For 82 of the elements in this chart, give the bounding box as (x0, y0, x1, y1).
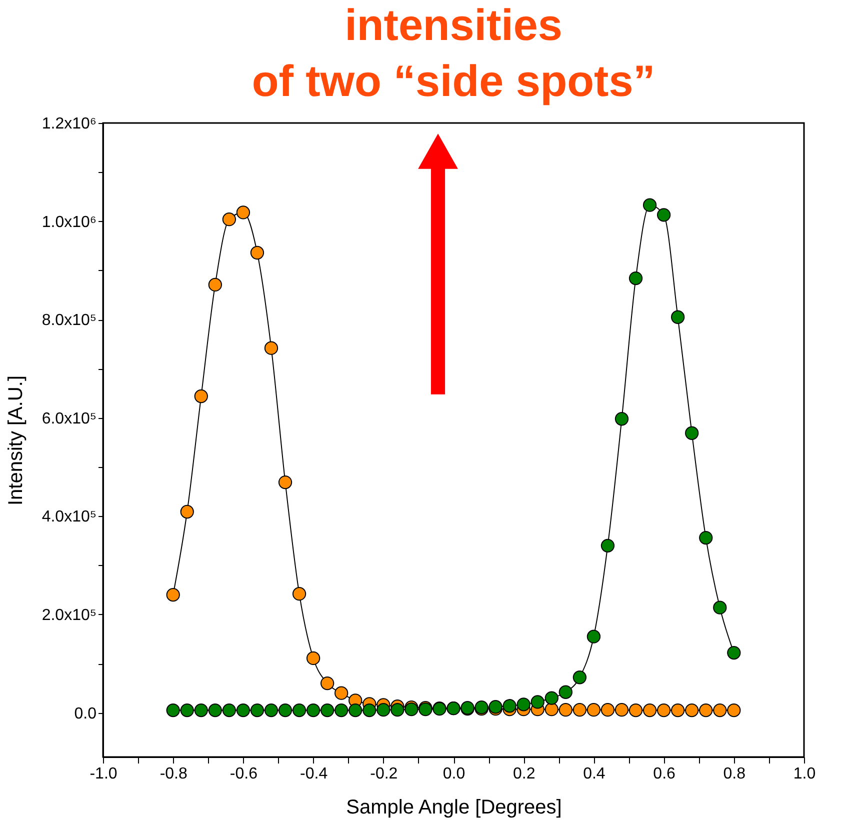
y-tick-label: 2.0x10⁵ (42, 606, 96, 624)
point (306, 651, 320, 666)
y-tick-label: 1.2x10⁶ (42, 116, 96, 132)
point (670, 704, 685, 718)
x-axis-title: Sample Angle [Degrees] (346, 796, 562, 818)
point (194, 389, 208, 404)
point (558, 703, 572, 717)
point (390, 703, 404, 717)
point (600, 538, 615, 552)
point (376, 703, 390, 717)
point (685, 704, 699, 718)
point (600, 703, 615, 717)
point (278, 704, 292, 718)
point (685, 426, 699, 440)
x-tick-label: -0.8 (160, 766, 188, 782)
point (250, 246, 264, 260)
point (264, 704, 278, 718)
point (544, 702, 558, 716)
point (614, 412, 629, 426)
point (699, 530, 713, 545)
point (699, 704, 713, 718)
point (250, 704, 264, 718)
x-tick-label: 0.0 (442, 766, 466, 782)
point (558, 685, 572, 699)
x-tick-label: 0.2 (512, 766, 536, 782)
point (306, 704, 320, 718)
point (292, 704, 306, 718)
point (516, 698, 530, 712)
x-tick-label: -0.6 (230, 766, 258, 782)
point (670, 310, 685, 324)
point (292, 587, 306, 601)
point (278, 475, 292, 490)
y-tick-label: 1.0x10⁶ (42, 214, 96, 231)
chart-title: intensities of two “side spots” (252, 1, 656, 106)
point (320, 704, 334, 718)
point (614, 703, 629, 717)
y-tick-label: 6.0x10⁵ (42, 410, 96, 428)
x-tick-label: 0.4 (583, 766, 606, 782)
point (334, 704, 348, 718)
point (320, 676, 334, 690)
point (180, 704, 194, 718)
x-tick-label: 0.8 (723, 766, 746, 782)
point (180, 504, 194, 519)
point (656, 208, 671, 222)
x-tick-label: 0.6 (653, 766, 676, 782)
point (656, 704, 671, 718)
x-tick-label: -0.2 (370, 766, 398, 782)
x-tick-label: -1.0 (90, 766, 118, 782)
point (642, 704, 657, 718)
point (642, 198, 657, 212)
point (713, 704, 727, 718)
point (502, 699, 516, 713)
y-axis-title: Intensity [A.U.] (4, 375, 27, 506)
point (166, 588, 180, 602)
point (208, 278, 222, 292)
point (530, 695, 544, 709)
point (236, 206, 250, 220)
point (572, 703, 587, 717)
x-tick-label: -0.4 (300, 766, 328, 782)
point (334, 686, 348, 700)
y-tick-label: 8.0x10⁵ (42, 312, 96, 330)
point (628, 271, 643, 286)
point (222, 212, 236, 226)
point (586, 630, 601, 644)
point (727, 704, 741, 718)
point (362, 704, 376, 718)
point (713, 600, 727, 614)
y-tick-label: 4.0x10⁵ (42, 508, 96, 526)
point (194, 704, 208, 718)
point (727, 646, 741, 660)
point (572, 670, 587, 684)
point (348, 704, 362, 718)
point (264, 341, 278, 355)
point (586, 703, 601, 717)
x-tick-label: 1.0 (793, 766, 816, 782)
point (208, 704, 222, 718)
point (628, 704, 643, 718)
point (544, 691, 558, 705)
point (222, 704, 236, 718)
point (166, 704, 180, 718)
point (236, 704, 250, 718)
y-tick-label: 0.0 (74, 705, 97, 722)
